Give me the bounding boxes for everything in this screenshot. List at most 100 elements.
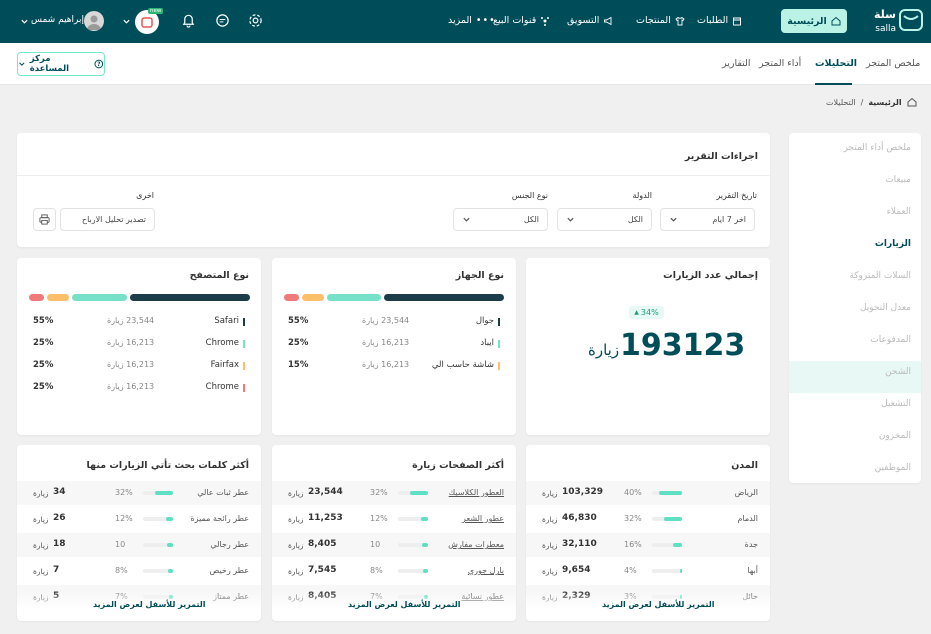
- row-progress-fill: [673, 543, 682, 547]
- row-percent: 32%: [115, 488, 133, 497]
- sidebar-item-payments[interactable]: المدفوعات: [870, 335, 911, 345]
- row-percent: 8%: [370, 566, 383, 575]
- channels-icon: [541, 16, 550, 26]
- legend-percent: 25%: [33, 360, 54, 370]
- table-row: عطر رائحة مميزة 12% 26 زيارة: [17, 507, 261, 531]
- table-row: عطر رجالي 10 18 زيارة: [17, 533, 261, 557]
- row-label: عطر رجالي: [210, 540, 249, 549]
- home-button[interactable]: الرئيسية: [781, 9, 847, 33]
- nav-marketing-label: التسويق: [567, 15, 600, 26]
- chevron-down-icon[interactable]: [122, 17, 131, 26]
- legend-visits: 16,213 زيارة: [107, 382, 155, 391]
- row-progress-track: [652, 491, 682, 495]
- legend-percent: 55%: [288, 316, 309, 326]
- row-label[interactable]: بارل جوري: [467, 566, 504, 575]
- row-label[interactable]: عطور الشعر: [462, 514, 504, 523]
- nav-products[interactable]: المنتجات: [636, 15, 685, 26]
- analytics-sidebar: ملخص أداء المتجر مبيعات العملاء الزيارات…: [789, 133, 921, 483]
- salla-logo[interactable]: سلة salla: [858, 4, 926, 40]
- row-progress-track: [398, 569, 428, 573]
- sidebar-item-abandoned-carts[interactable]: السلات المتروكة: [849, 271, 911, 281]
- print-button[interactable]: [33, 208, 56, 231]
- row-value: 32,110: [562, 539, 597, 549]
- sidebar-item-operations[interactable]: التشغيل: [881, 399, 911, 409]
- device-share-bar: [284, 294, 504, 301]
- row-label: الدمام: [737, 514, 758, 523]
- chevron-down-icon[interactable]: [20, 17, 29, 26]
- nav-orders[interactable]: الطلبات: [697, 15, 742, 26]
- date-filter-label: تاريخ التقرير: [716, 191, 757, 200]
- breadcrumb-home[interactable]: الرئيسية: [868, 97, 902, 107]
- table-row[interactable]: العطور الكلاسيك 32% 23,544 زيارة: [272, 481, 516, 505]
- top-pages-card: أكثر الصفحات زيارة العطور الكلاسيك 32% 23,…: [272, 445, 516, 621]
- row-progress-track: [652, 543, 682, 547]
- share-segment: [384, 294, 504, 301]
- sidebar-item-visits[interactable]: الزيارات: [874, 239, 911, 249]
- row-background: [17, 481, 261, 505]
- sidebar-item-conversion-rate[interactable]: معدل التحويل: [859, 303, 911, 313]
- date-filter-select[interactable]: اخر 7 ايام: [660, 208, 755, 231]
- share-segment: [327, 294, 382, 301]
- scroll-more-hint[interactable]: التمرير للأسفل لعرض المزيد: [93, 600, 206, 609]
- legend-row: Fairfax 16,213 زيارة 25%: [17, 360, 261, 374]
- row-label[interactable]: العطور الكلاسيك: [448, 488, 504, 497]
- row-unit: زيارة: [288, 541, 304, 550]
- home-icon[interactable]: [907, 97, 917, 107]
- row-percent: 4%: [624, 566, 637, 575]
- total-visits-card: إجمالي عدد الزيارات: [526, 258, 770, 435]
- help-center-button[interactable]: مركز المساعدة ?: [17, 52, 105, 76]
- row-progress-fill: [680, 569, 682, 573]
- tab-store-performance[interactable]: أداء المتجر: [759, 58, 802, 69]
- row-progress-track: [398, 491, 428, 495]
- export-profit-analysis-field[interactable]: تصدير تحليل الارباح: [60, 208, 155, 231]
- nav-sales-channels[interactable]: قنوات البيع: [493, 15, 550, 26]
- user-name[interactable]: إبراهيم شمس: [31, 15, 85, 25]
- sidebar-item-store-performance-summary[interactable]: ملخص أداء المتجر: [843, 143, 911, 153]
- legend-color-marker: [243, 384, 245, 392]
- table-row[interactable]: معطرات مفارش 10 8,405 زيارة: [272, 533, 516, 557]
- row-progress-fill: [166, 517, 173, 521]
- row-label[interactable]: معطرات مفارش: [448, 540, 504, 549]
- gear-icon[interactable]: [248, 13, 263, 28]
- row-unit: زيارة: [288, 489, 304, 498]
- table-row[interactable]: بارل جوري 8% 7,545 زيارة: [272, 559, 516, 583]
- table-row[interactable]: عطور الشعر 12% 11,253 زيارة: [272, 507, 516, 531]
- legend-color-marker: [243, 340, 245, 348]
- row-percent: 40%: [624, 488, 642, 497]
- tab-store-summary[interactable]: ملخص المتجر: [866, 58, 921, 69]
- row-progress-fill: [664, 517, 682, 521]
- row-value: 9,654: [562, 565, 591, 575]
- tab-analytics[interactable]: التحليلات: [815, 58, 858, 69]
- legend-visits: 16,213 زيارة: [107, 360, 155, 369]
- row-percent: 16%: [624, 540, 642, 549]
- chevron-down-icon: [670, 217, 677, 222]
- store-avatar[interactable]: new: [135, 8, 164, 34]
- tab-reports[interactable]: التقارير: [722, 58, 751, 69]
- breadcrumb: الرئيسية / التحليلات: [826, 97, 917, 107]
- chat-icon[interactable]: [215, 13, 230, 28]
- sidebar-item-employees[interactable]: الموظفين: [874, 463, 911, 473]
- arrow-up-icon: ▲: [634, 309, 639, 316]
- sidebar-item-inventory[interactable]: المخزون: [878, 431, 911, 441]
- legend-name: Chrome: [205, 382, 239, 392]
- sidebar-item-customers[interactable]: العملاء: [886, 207, 911, 217]
- row-progress-fill: [422, 543, 428, 547]
- nav-marketing[interactable]: التسويق: [567, 15, 613, 26]
- row-percent: 32%: [370, 488, 388, 497]
- nav-more[interactable]: ••• المزيد: [448, 15, 496, 26]
- share-segment: [47, 294, 70, 301]
- sidebar-item-shipping[interactable]: الشحن: [885, 367, 911, 377]
- gender-filter-select[interactable]: الكل: [453, 208, 548, 231]
- other-filter-label: اخرى: [136, 191, 154, 200]
- scroll-more-hint[interactable]: التمرير للأسفل لعرض المزيد: [602, 600, 715, 609]
- row-label: أبها: [747, 566, 758, 575]
- bell-icon[interactable]: [181, 12, 196, 28]
- scroll-more-hint[interactable]: التمرير للأسفل لعرض المزيد: [348, 600, 461, 609]
- sidebar-item-sales[interactable]: مبيعات: [885, 175, 911, 185]
- country-filter-value: الكل: [627, 215, 643, 224]
- country-filter-select[interactable]: الكل: [557, 208, 652, 231]
- svg-text:?: ?: [98, 62, 101, 68]
- top-keywords-card: أكثر كلمات بحث تأتي الزيارات منها عطر ثب…: [17, 445, 261, 621]
- user-avatar[interactable]: [84, 11, 104, 31]
- row-progress-track: [652, 517, 682, 521]
